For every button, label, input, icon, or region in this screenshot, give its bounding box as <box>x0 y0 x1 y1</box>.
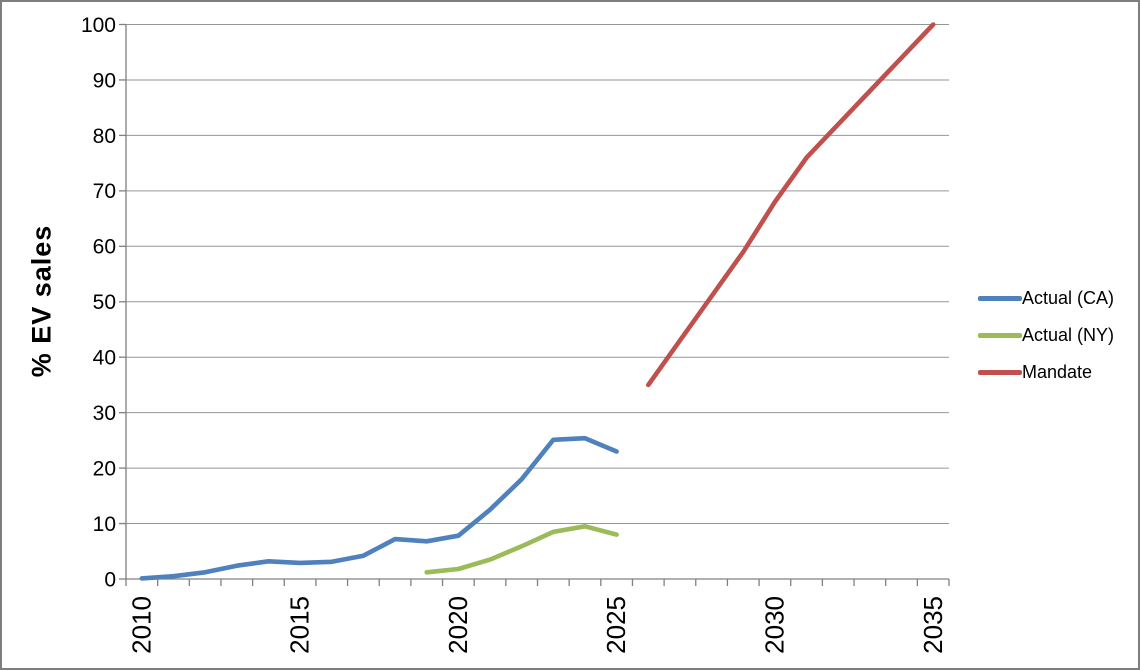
x-tick-label: 2015 <box>285 596 315 654</box>
series-line-actual-ny <box>424 523 619 575</box>
legend-swatch-icon <box>978 296 1022 301</box>
legend-item: Actual (CA) <box>978 288 1114 309</box>
chart-legend: Actual (CA) Actual (NY) Mandate <box>978 288 1114 399</box>
legend-label: Actual (NY) <box>1022 325 1115 345</box>
y-tick-label: 100 <box>81 14 116 37</box>
y-tick-label: 40 <box>93 347 116 370</box>
legend-item: Actual (NY) <box>978 325 1114 346</box>
y-tick-label: 0 <box>104 568 116 591</box>
y-tick-label: 80 <box>93 125 116 148</box>
x-tick-label: 2025 <box>601 596 631 654</box>
y-tick-label: 50 <box>93 291 116 314</box>
x-tick-label: 2030 <box>759 596 789 654</box>
x-tick-label: 2020 <box>443 596 473 654</box>
legend-swatch-icon <box>978 370 1022 375</box>
x-tick-label: 2010 <box>126 596 156 654</box>
y-tick-label: 90 <box>93 69 116 92</box>
x-tick-label: 2035 <box>918 596 948 654</box>
y-tick-label: 30 <box>93 402 116 425</box>
y-tick-label: 10 <box>93 513 116 536</box>
y-axis-title: % EV sales <box>26 224 57 378</box>
legend-label: Mandate <box>1022 362 1093 382</box>
series-line-actual-ca <box>139 435 619 581</box>
legend-swatch-icon <box>978 333 1022 338</box>
series-line-mandate <box>645 22 936 388</box>
legend-label: Actual (CA) <box>1022 288 1115 308</box>
legend-item: Mandate <box>978 362 1114 383</box>
y-tick-label: 70 <box>93 180 116 203</box>
y-tick-label: 60 <box>93 236 116 259</box>
y-tick-label: 20 <box>93 457 116 480</box>
